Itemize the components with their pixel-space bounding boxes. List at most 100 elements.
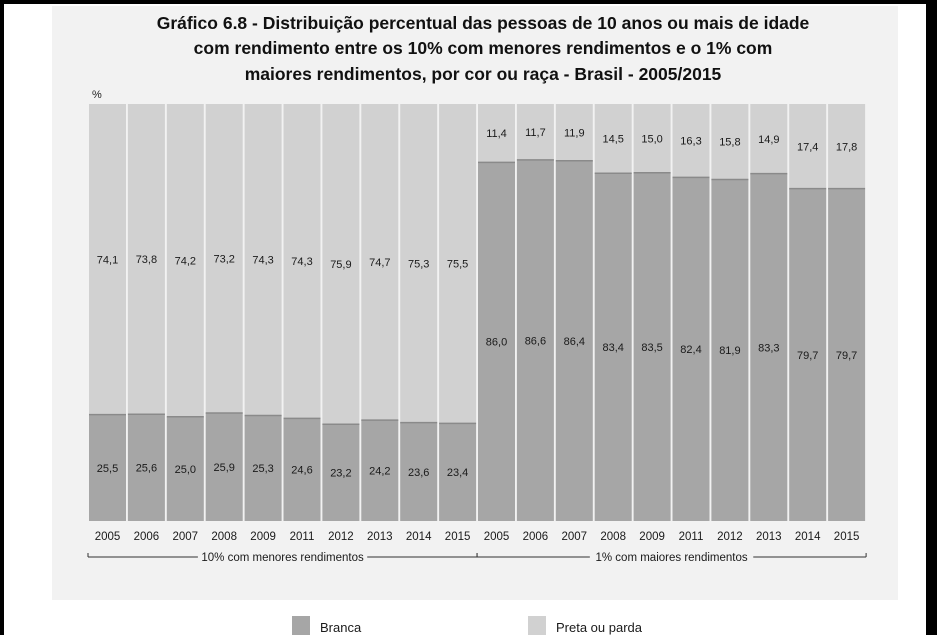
bar-g1-2009-preta-ou-parda xyxy=(633,104,671,173)
unit-label: % xyxy=(92,89,102,101)
x-tick-g0-2006: 2006 xyxy=(134,531,160,543)
value-label-g1-2008-preta-ou-parda: 14,5 xyxy=(602,134,623,146)
bar-g1-2015-preta-ou-parda xyxy=(828,104,866,189)
value-label-g1-2013-preta-ou-parda: 14,9 xyxy=(758,134,779,146)
bar-g0-2006-preta-ou-parda xyxy=(127,104,165,415)
bar-g0-2015-branca xyxy=(439,423,477,521)
bar-g1-2005-branca xyxy=(478,162,515,521)
frame-border-left xyxy=(0,0,4,635)
value-label-g1-2015-branca: 79,7 xyxy=(836,350,857,362)
bar-g1-2009-branca xyxy=(633,172,671,521)
frame-border-top xyxy=(0,0,937,4)
value-label-g1-2014-branca: 79,7 xyxy=(797,350,818,362)
bar-g1-2014-branca xyxy=(789,188,827,521)
value-label-g1-2006-preta-ou-parda: 11,7 xyxy=(525,127,546,139)
value-label-g1-2009-preta-ou-parda: 15,0 xyxy=(641,133,662,145)
value-label-g0-2013-branca: 24,2 xyxy=(369,466,390,478)
value-label-g1-2008-branca: 83,4 xyxy=(602,342,623,354)
bar-g1-2006-preta-ou-parda xyxy=(516,104,554,160)
value-label-g1-2014-preta-ou-parda: 17,4 xyxy=(797,141,818,153)
value-label-g0-2011-preta-ou-parda: 74,3 xyxy=(291,256,312,268)
value-label-g1-2012-branca: 81,9 xyxy=(719,345,740,357)
value-label-g0-2014-branca: 23,6 xyxy=(408,467,429,479)
value-label-g0-2009-branca: 25,3 xyxy=(252,463,273,475)
bar-g1-2008-branca xyxy=(594,173,632,522)
bar-g0-2008-branca xyxy=(205,412,243,521)
value-label-g1-2006-branca: 86,6 xyxy=(525,335,546,347)
x-tick-g1-2014: 2014 xyxy=(795,531,821,543)
bar-g0-2008-preta-ou-parda xyxy=(205,104,243,413)
x-tick-g0-2011: 2011 xyxy=(290,531,315,543)
x-tick-g1-2006: 2006 xyxy=(523,531,549,543)
value-label-g1-2009-branca: 83,5 xyxy=(641,342,662,354)
value-label-g1-2007-branca: 86,4 xyxy=(564,336,585,348)
x-tick-g0-2014: 2014 xyxy=(406,531,432,543)
bar-g1-2015-branca xyxy=(828,188,866,521)
legend-label-branca: Branca xyxy=(320,620,362,635)
bar-g0-2014-branca xyxy=(400,422,438,521)
bar-g1-2014-preta-ou-parda xyxy=(789,104,827,189)
bar-g1-2011-preta-ou-parda xyxy=(672,104,710,178)
x-tick-g1-2008: 2008 xyxy=(600,531,626,543)
bar-g1-2008-preta-ou-parda xyxy=(594,104,632,174)
value-label-g0-2009-preta-ou-parda: 74,3 xyxy=(252,255,273,267)
x-tick-g0-2008: 2008 xyxy=(211,531,237,543)
x-tick-g1-2011: 2011 xyxy=(679,531,704,543)
x-tick-g0-2012: 2012 xyxy=(328,531,354,543)
chart-title-line-3: maiores rendimentos, por cor ou raça - B… xyxy=(245,64,722,84)
bar-g0-2011-branca xyxy=(283,418,321,521)
group-label-1: 1% com maiores rendimentos xyxy=(595,552,747,564)
value-label-g0-2013-preta-ou-parda: 74,7 xyxy=(369,257,390,269)
bar-g0-2011-preta-ou-parda xyxy=(283,104,321,419)
bar-g0-2006-branca xyxy=(127,414,165,521)
value-label-g1-2015-preta-ou-parda: 17,8 xyxy=(836,141,857,153)
bar-g1-2013-preta-ou-parda xyxy=(750,104,788,174)
bar-g0-2005-branca xyxy=(89,414,126,521)
x-tick-labels: 2005 2006 2007 2008 2009 2011 2012 2013 2014 2015… xyxy=(95,531,860,543)
bar-g1-2005-preta-ou-parda xyxy=(478,104,515,163)
value-label-g1-2013-branca: 83,3 xyxy=(758,342,779,354)
value-label-g0-2011-branca: 24,6 xyxy=(291,465,312,477)
value-label-g0-2008-branca: 25,9 xyxy=(213,462,234,474)
bar-g0-2013-preta-ou-parda xyxy=(361,104,399,421)
x-tick-g0-2007: 2007 xyxy=(173,531,199,543)
x-tick-g0-2015: 2015 xyxy=(445,531,471,543)
bar-g0-2007-preta-ou-parda xyxy=(166,104,204,417)
group-brackets: 10% com menores rendimentos 1% com maiore… xyxy=(87,552,867,564)
value-label-g0-2015-preta-ou-parda: 75,5 xyxy=(447,259,468,271)
value-label-g0-2006-preta-ou-parda: 73,8 xyxy=(136,254,157,266)
bar-g0-2012-preta-ou-parda xyxy=(322,104,360,425)
x-tick-g1-2013: 2013 xyxy=(756,531,782,543)
value-label-g1-2005-preta-ou-parda: 11,4 xyxy=(486,128,507,140)
chart-title-line-2: com rendimento entre os 10% com menores … xyxy=(194,38,773,58)
x-tick-g1-2015: 2015 xyxy=(834,531,860,543)
value-label-g0-2014-preta-ou-parda: 75,3 xyxy=(408,258,429,270)
bar-g1-2007-preta-ou-parda xyxy=(555,104,593,161)
bar-g1-2013-branca xyxy=(750,173,788,521)
value-label-g1-2005-branca: 86,0 xyxy=(486,337,507,349)
bar-g0-2012-branca xyxy=(322,424,360,521)
bar-g0-2015-preta-ou-parda xyxy=(439,104,477,424)
bar-g1-2011-branca xyxy=(672,177,710,521)
value-label-g0-2007-preta-ou-parda: 74,2 xyxy=(175,255,196,267)
x-tick-g1-2007: 2007 xyxy=(562,531,588,543)
bar-g1-2007-branca xyxy=(555,160,593,521)
value-label-g1-2012-preta-ou-parda: 15,8 xyxy=(719,137,740,149)
value-label-g0-2012-branca: 23,2 xyxy=(330,468,351,480)
bars-layer xyxy=(89,104,866,522)
bar-g0-2009-preta-ou-parda xyxy=(244,104,282,416)
bar-g1-2012-preta-ou-parda xyxy=(711,104,749,180)
bar-g1-2012-branca xyxy=(711,179,749,522)
bar-g0-2009-branca xyxy=(244,415,282,521)
value-label-g1-2007-preta-ou-parda: 11,9 xyxy=(564,127,585,139)
bar-g0-2014-preta-ou-parda xyxy=(400,104,438,423)
x-tick-g1-2005: 2005 xyxy=(484,531,510,543)
value-label-g0-2008-preta-ou-parda: 73,2 xyxy=(213,253,234,265)
value-labels-layer: 25,5 74,1 25,6 73,8 25,0 74,2 25,9 73,2 25,3 74,3… xyxy=(97,127,858,480)
x-tick-g0-2009: 2009 xyxy=(250,531,276,543)
bar-g0-2013-branca xyxy=(361,420,399,521)
frame-border-right xyxy=(926,0,937,635)
chart-title-line-1: Gráfico 6.8 - Distribuição percentual da… xyxy=(157,13,810,33)
value-label-g1-2011-preta-ou-parda: 16,3 xyxy=(680,136,701,148)
